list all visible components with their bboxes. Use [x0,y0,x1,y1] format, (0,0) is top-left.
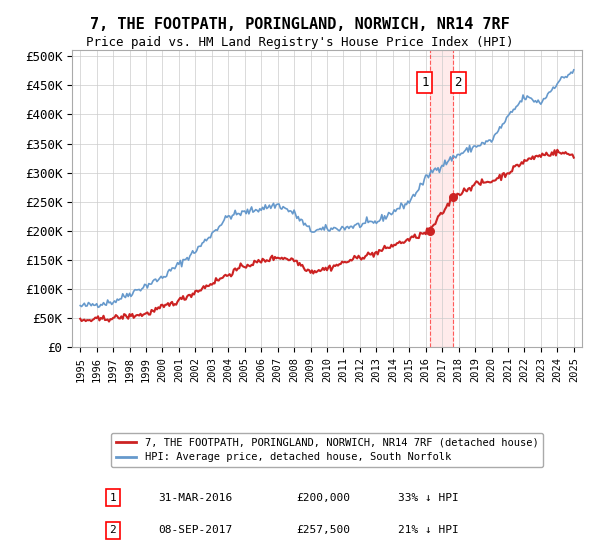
Point [425,226,434,235]
Text: 08-SEP-2017: 08-SEP-2017 [158,525,233,535]
Text: 2: 2 [454,76,462,89]
Text: 33% ↓ HPI: 33% ↓ HPI [398,493,459,503]
Text: £200,000: £200,000 [296,493,350,503]
Text: 7, THE FOOTPATH, PORINGLAND, NORWICH, NR14 7RF: 7, THE FOOTPATH, PORINGLAND, NORWICH, NR… [90,17,510,32]
Text: Price paid vs. HM Land Registry's House Price Index (HPI): Price paid vs. HM Land Registry's House … [86,36,514,49]
Text: 1: 1 [421,76,428,89]
Point [448,193,458,202]
Text: 1: 1 [109,493,116,503]
Text: 21% ↓ HPI: 21% ↓ HPI [398,525,459,535]
Legend: 7, THE FOOTPATH, PORINGLAND, NORWICH, NR14 7RF (detached house), HPI: Average pr: 7, THE FOOTPATH, PORINGLAND, NORWICH, NR… [112,433,542,466]
Text: 2: 2 [109,525,116,535]
Text: £257,500: £257,500 [296,525,350,535]
Bar [430,50,453,347]
Text: 31-MAR-2016: 31-MAR-2016 [158,493,233,503]
